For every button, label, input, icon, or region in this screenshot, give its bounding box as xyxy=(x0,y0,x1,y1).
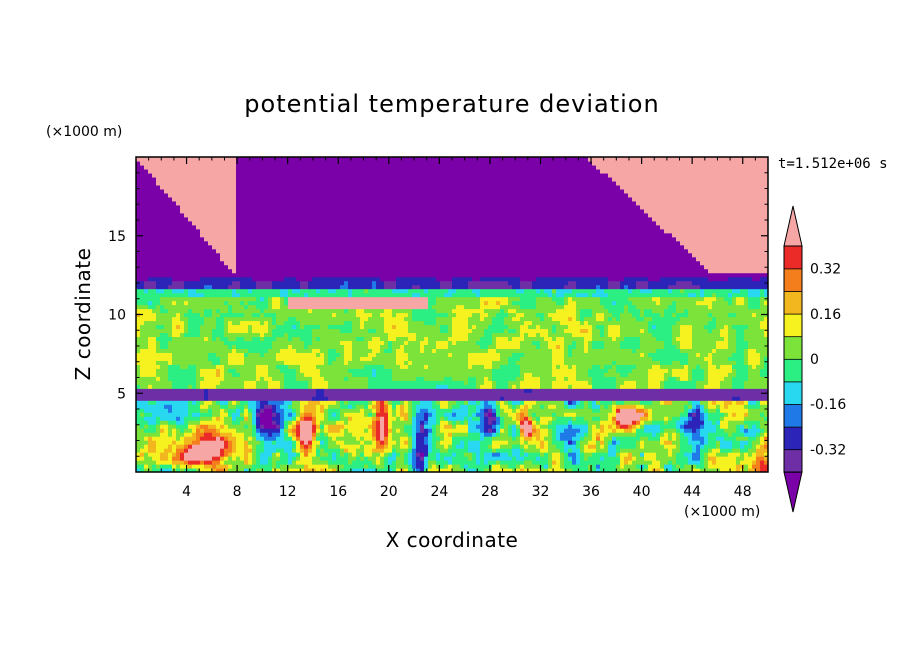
x-axis-ticks: 4 8 12 16 20 24 28 32 36 40 44 48 xyxy=(148,157,756,500)
colorbar-label: -0.32 xyxy=(810,442,846,458)
colorbar-swatch xyxy=(783,426,803,451)
x-axis-label: X coordinate xyxy=(386,528,519,552)
y-axis-label: Z coordinate xyxy=(71,248,95,381)
x-tick-label: 20 xyxy=(380,484,398,500)
colorbar-swatch xyxy=(783,358,803,383)
colorbar-swatch xyxy=(783,448,803,473)
x-tick-label: 8 xyxy=(233,484,242,500)
y-tick-label: 5 xyxy=(117,386,126,402)
colorbar-under-triangle xyxy=(783,471,803,513)
x-tick-label: 36 xyxy=(582,484,600,500)
colorbar: -0.32 -0.16 0 0.16 0.32 xyxy=(783,205,846,513)
x-tick-label: 40 xyxy=(633,484,651,500)
x-tick-label: 44 xyxy=(683,484,701,500)
colorbar-swatch xyxy=(783,381,803,405)
colorbar-swatch xyxy=(783,268,803,292)
y-tick-label: 10 xyxy=(108,308,126,324)
colorbar-label: 0 xyxy=(810,352,819,368)
colorbar-label: 0.16 xyxy=(810,307,841,323)
colorbar-frame xyxy=(783,245,803,473)
colorbar-label: 0.32 xyxy=(810,262,841,278)
colorbar-label: -0.16 xyxy=(810,397,846,413)
y-tick-label: 15 xyxy=(108,229,126,245)
x-tick-label: 12 xyxy=(279,484,297,500)
y-axis-unit: (×1000 m) xyxy=(46,124,122,140)
x-tick-label: 32 xyxy=(532,484,550,500)
heatmap-field xyxy=(136,157,768,472)
colorbar-swatch xyxy=(783,290,803,315)
x-tick-label: 16 xyxy=(329,484,347,500)
colorbar-swatch xyxy=(783,245,803,270)
colorbar-swatch xyxy=(783,335,803,360)
time-label: t=1.512e+06 s xyxy=(778,156,888,172)
x-tick-label: 24 xyxy=(430,484,448,500)
x-tick-label: 48 xyxy=(734,484,752,500)
colorbar-swatch xyxy=(783,313,803,338)
colorbar-swatch xyxy=(783,403,803,428)
chart-title: potential temperature deviation xyxy=(244,90,659,118)
x-tick-label: 28 xyxy=(481,484,499,500)
x-tick-label: 4 xyxy=(182,484,191,500)
x-axis-unit: (×1000 m) xyxy=(684,504,760,520)
y-axis-ticks: 5 10 15 xyxy=(108,172,768,457)
colorbar-over-triangle xyxy=(783,205,803,247)
